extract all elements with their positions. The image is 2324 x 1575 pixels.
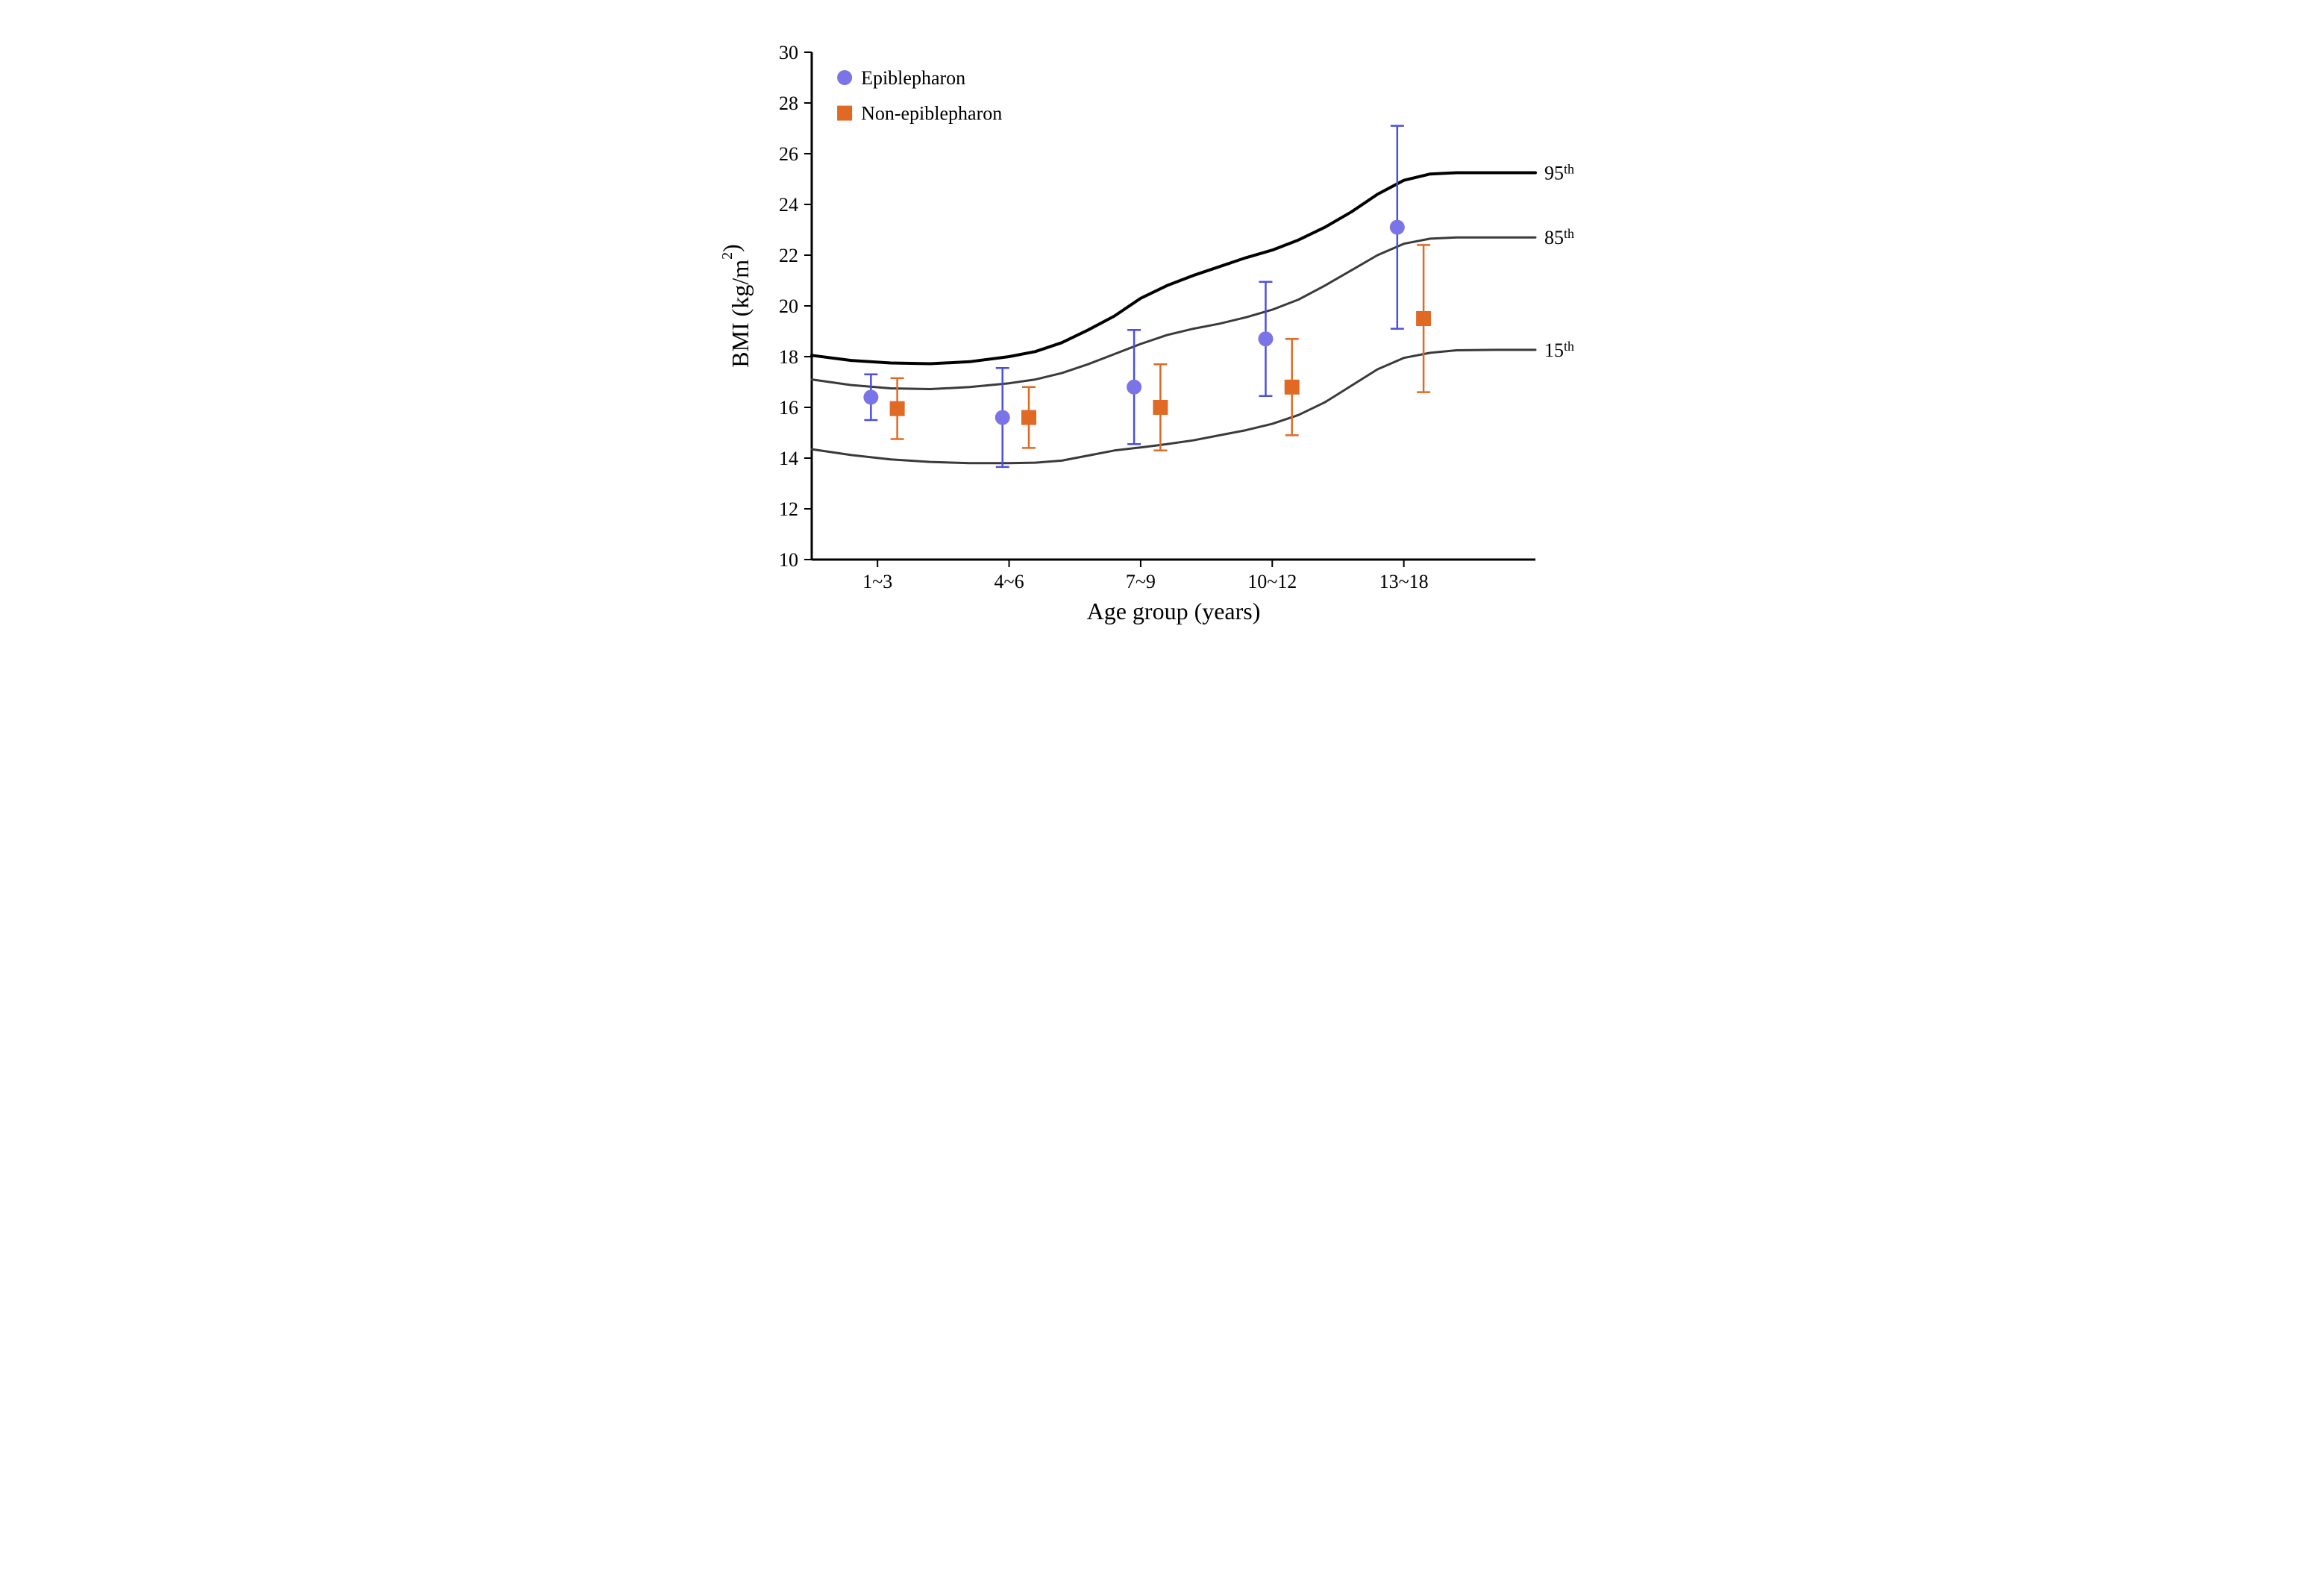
x-tick-label: 1~3 — [862, 571, 892, 592]
y-tick-label: 12 — [779, 498, 798, 520]
y-tick-label: 20 — [779, 295, 798, 317]
data-point — [1127, 380, 1141, 395]
y-tick-label: 30 — [779, 42, 798, 63]
y-tick-label: 10 — [779, 549, 798, 571]
bmi-chart: 10 12 14 16 18 20 22 24 26 28 30 1~3 4~6 7~9 10~12 13~1… — [715, 30, 1610, 642]
x-tick-label: 7~9 — [1125, 571, 1155, 592]
x-tick-label: 10~12 — [1247, 571, 1297, 592]
y-tick-label: 22 — [779, 245, 798, 266]
y-tick-label: 24 — [779, 194, 798, 216]
chart-svg: 10 12 14 16 18 20 22 24 26 28 30 1~3 4~6 7~9 10~12 13~1… — [715, 30, 1610, 642]
data-point — [1258, 331, 1273, 346]
x-tick-label: 4~6 — [994, 571, 1024, 592]
x-axis-label: Age group (years) — [1086, 598, 1260, 624]
data-point — [1153, 400, 1168, 415]
x-tick-label: 13~18 — [1379, 571, 1428, 592]
data-point — [1389, 220, 1404, 235]
data-point — [1021, 410, 1036, 425]
legend-label: Non-epiblepharon — [861, 103, 1002, 125]
legend-marker — [837, 106, 852, 121]
legend-marker — [837, 70, 852, 85]
data-point — [995, 410, 1009, 425]
y-tick-label: 18 — [779, 346, 798, 368]
data-point — [1416, 311, 1431, 326]
data-point — [863, 389, 878, 404]
legend-label: Epiblepharon — [861, 67, 965, 89]
data-point — [889, 401, 904, 416]
data-point — [1284, 380, 1299, 395]
y-tick-label: 14 — [779, 448, 798, 469]
y-tick-label: 26 — [779, 143, 798, 165]
y-tick-label: 28 — [779, 93, 798, 114]
y-tick-label: 16 — [779, 397, 798, 419]
